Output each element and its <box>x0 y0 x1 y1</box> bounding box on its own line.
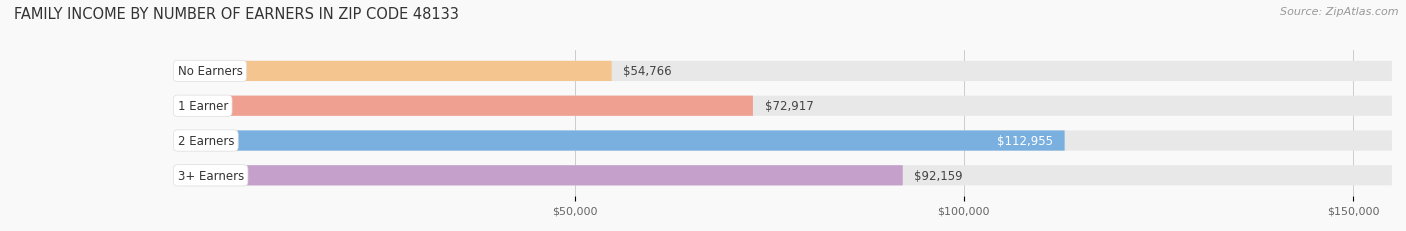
Text: $112,955: $112,955 <box>997 134 1053 147</box>
Text: $92,159: $92,159 <box>914 169 963 182</box>
FancyBboxPatch shape <box>186 131 1392 151</box>
Text: No Earners: No Earners <box>177 65 242 78</box>
FancyBboxPatch shape <box>186 131 1064 151</box>
Text: Source: ZipAtlas.com: Source: ZipAtlas.com <box>1281 7 1399 17</box>
FancyBboxPatch shape <box>186 165 1392 186</box>
Text: FAMILY INCOME BY NUMBER OF EARNERS IN ZIP CODE 48133: FAMILY INCOME BY NUMBER OF EARNERS IN ZI… <box>14 7 458 22</box>
FancyBboxPatch shape <box>186 96 1392 116</box>
Text: $54,766: $54,766 <box>623 65 672 78</box>
FancyBboxPatch shape <box>186 165 903 186</box>
FancyBboxPatch shape <box>186 96 754 116</box>
Text: $72,917: $72,917 <box>765 100 814 113</box>
Text: 1 Earner: 1 Earner <box>177 100 228 113</box>
FancyBboxPatch shape <box>186 61 1392 82</box>
Text: 3+ Earners: 3+ Earners <box>177 169 243 182</box>
Text: 2 Earners: 2 Earners <box>177 134 233 147</box>
FancyBboxPatch shape <box>186 61 612 82</box>
